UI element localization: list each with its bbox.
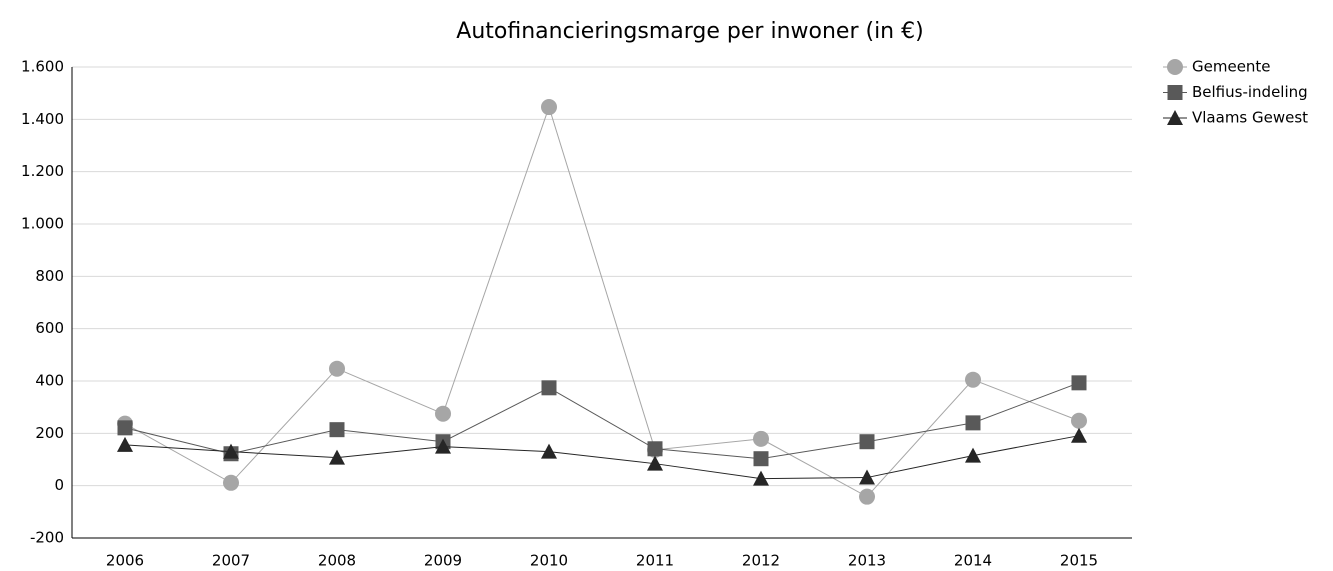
x-tick-label: 2006: [106, 552, 144, 570]
data-point: [117, 436, 133, 452]
data-point: [647, 441, 663, 457]
legend-label: Gemeente: [1192, 58, 1271, 76]
series-line: [124, 382, 1080, 460]
x-tick-label: 2010: [530, 552, 568, 570]
y-tick-label: 200: [35, 424, 64, 442]
data-point: [965, 447, 981, 463]
data-point: [753, 451, 769, 467]
data-point: [1071, 412, 1087, 429]
series-line: [124, 105, 1080, 498]
data-point: [329, 449, 345, 465]
data-point: [329, 360, 345, 377]
y-tick-label: 1.600: [21, 58, 64, 76]
x-tick-label: 2008: [318, 552, 356, 570]
data-point: [1071, 427, 1087, 443]
chart-title: Autofinancieringsmarge per inwoner (in €…: [456, 19, 923, 44]
data-point: [329, 422, 345, 438]
x-tick-label: 2015: [1060, 552, 1098, 570]
y-tick-label: 1.200: [21, 162, 64, 180]
data-point: [223, 443, 239, 459]
legend-label: Vlaams Gewest: [1192, 109, 1308, 127]
legend-marker: [1167, 59, 1183, 75]
y-tick-label: -200: [30, 529, 64, 547]
data-point: [117, 420, 133, 436]
x-tick-label: 2012: [742, 552, 780, 570]
x-tick-label: 2014: [954, 552, 992, 570]
data-point: [965, 371, 981, 388]
legend-marker: [1167, 110, 1183, 125]
y-tick-label: 800: [35, 267, 64, 285]
data-point: [859, 469, 875, 485]
x-tick-label: 2011: [636, 552, 674, 570]
series-line: [124, 435, 1080, 480]
data-point: [753, 470, 769, 486]
data-point: [647, 455, 663, 471]
x-tick-label: 2009: [424, 552, 462, 570]
y-tick-label: 1.000: [21, 215, 64, 233]
data-point: [859, 434, 875, 450]
y-tick-label: 600: [35, 319, 64, 337]
data-point: [541, 380, 557, 396]
data-point: [753, 430, 769, 447]
data-point: [859, 488, 875, 505]
legend-label: Belfius-indeling: [1192, 83, 1308, 101]
data-point: [223, 474, 239, 491]
data-point: [965, 415, 981, 431]
x-tick-label: 2013: [848, 552, 886, 570]
x-tick-label: 2007: [212, 552, 250, 570]
y-tick-label: 400: [35, 372, 64, 390]
data-point: [541, 99, 557, 116]
y-tick-label: 1.400: [21, 110, 64, 128]
data-point: [1071, 375, 1087, 391]
legend-marker: [1167, 85, 1183, 100]
y-tick-label: 0: [54, 476, 64, 494]
data-point: [541, 443, 557, 459]
data-point: [435, 405, 451, 422]
data-point: [435, 438, 451, 454]
